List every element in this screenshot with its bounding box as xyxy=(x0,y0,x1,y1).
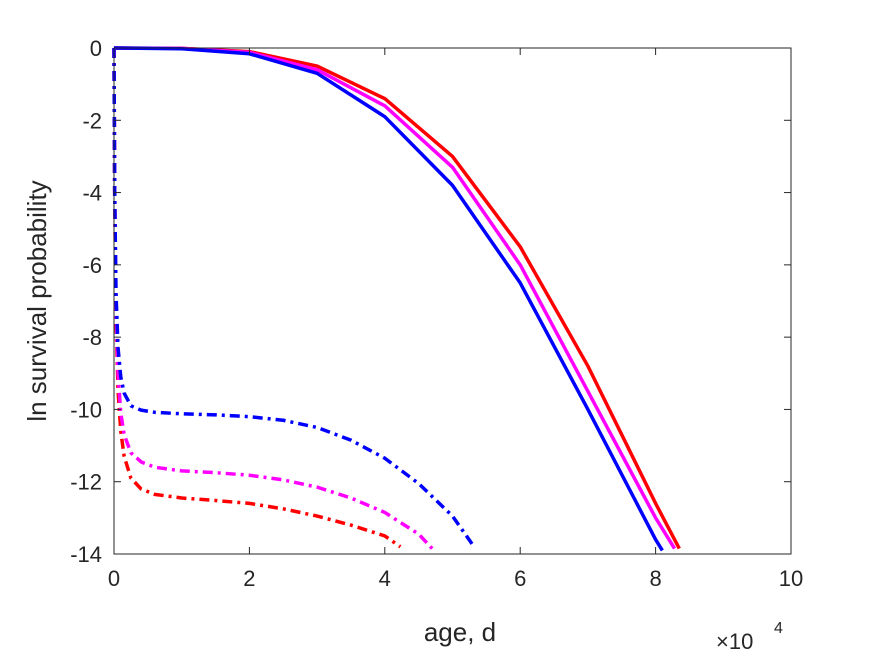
x-axis-title: age, d xyxy=(424,617,496,647)
x-multiplier-symbol: × xyxy=(716,629,729,654)
y-tick-label: -8 xyxy=(82,325,102,350)
y-tick-label: 0 xyxy=(90,36,102,61)
series-line-6 xyxy=(112,47,475,546)
y-tick-label: -12 xyxy=(70,470,102,495)
series-line-3 xyxy=(113,46,664,552)
tick-layer: 0 2 4 6 8 10 0 -2 -4 -6 -8 -10 -12 -14 xyxy=(70,36,803,591)
x-multiplier-exponent: 4 xyxy=(774,620,783,637)
x-multiplier-base: 10 xyxy=(729,629,753,654)
plot-background xyxy=(114,48,791,554)
x-tick-label: 8 xyxy=(649,566,661,591)
y-axis-title: ln survival probability xyxy=(22,180,52,421)
y-tick-label: -10 xyxy=(70,397,102,422)
x-tick-label: 4 xyxy=(379,566,391,591)
y-tick-label: -6 xyxy=(82,253,102,278)
y-tick-label: -2 xyxy=(82,108,102,133)
series-layer xyxy=(112,46,681,552)
x-tick-label: 0 xyxy=(108,566,120,591)
x-tick-label: 2 xyxy=(243,566,255,591)
series-line-4 xyxy=(112,47,402,549)
x-tick-label: 10 xyxy=(779,566,803,591)
plot-frame xyxy=(113,47,792,555)
x-tick-label: 6 xyxy=(514,566,526,591)
svg-text:×10: ×10 xyxy=(716,629,753,654)
y-tick-label: -4 xyxy=(82,181,102,206)
x-axis-multiplier: ×10 4 xyxy=(716,620,783,654)
y-tick-label: -14 xyxy=(70,542,102,567)
